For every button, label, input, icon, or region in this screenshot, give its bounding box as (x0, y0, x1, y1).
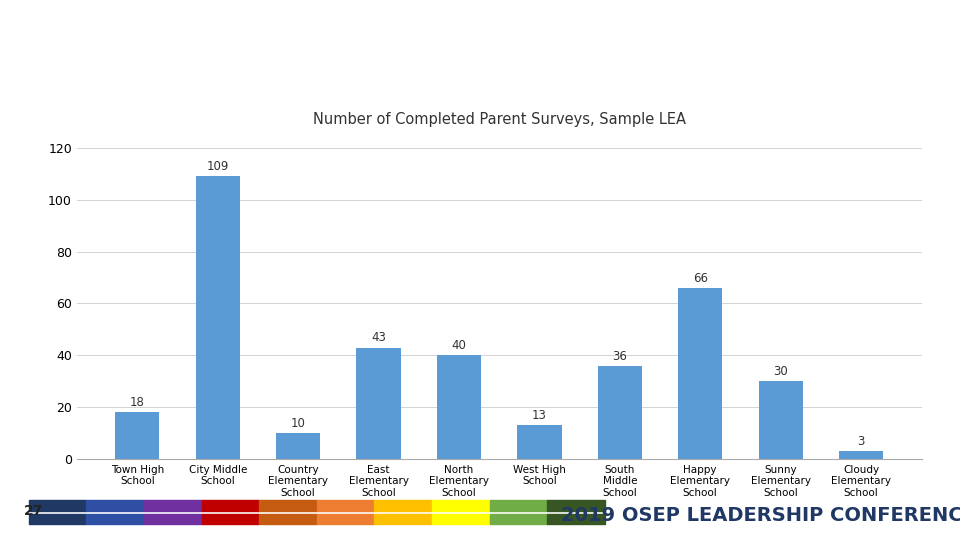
Text: 66: 66 (693, 272, 708, 285)
Text: 3: 3 (857, 435, 865, 448)
Text: 40: 40 (451, 339, 467, 352)
Bar (547, 500, 605, 511)
Bar (374, 500, 432, 511)
Bar (374, 514, 432, 524)
Bar (678, 288, 722, 459)
Bar (86, 514, 144, 524)
Text: 13: 13 (532, 409, 547, 422)
Bar (276, 433, 321, 459)
Bar (547, 514, 605, 524)
Bar (317, 514, 374, 524)
Text: 109: 109 (206, 160, 228, 173)
Text: 18: 18 (130, 396, 145, 409)
Bar (115, 413, 159, 459)
Bar (86, 500, 144, 511)
Bar (432, 514, 490, 524)
Bar (598, 366, 642, 459)
Bar (259, 500, 317, 511)
Text: 30: 30 (774, 365, 788, 378)
Text: 10: 10 (291, 417, 305, 430)
Bar (317, 500, 374, 511)
Bar (432, 500, 490, 511)
Bar (202, 514, 259, 524)
Bar (356, 348, 400, 459)
Bar (259, 514, 317, 524)
Bar (202, 500, 259, 511)
Bar (490, 500, 547, 511)
Text: 27: 27 (24, 504, 43, 518)
Text: 43: 43 (372, 332, 386, 345)
Bar (29, 514, 86, 524)
Bar (839, 451, 883, 459)
Bar (29, 500, 86, 511)
Bar (144, 500, 202, 511)
Bar (490, 514, 547, 524)
Bar (144, 514, 202, 524)
Bar (196, 177, 240, 459)
Title: Number of Completed Parent Surveys, Sample LEA: Number of Completed Parent Surveys, Samp… (313, 112, 685, 127)
Text: Point-in-Time Data: Point-in-Time Data (34, 27, 382, 60)
Bar (517, 426, 562, 459)
Text: 36: 36 (612, 349, 627, 362)
Bar (758, 381, 803, 459)
Bar (437, 355, 481, 459)
Text: 2019 OSEP LEADERSHIP CONFERENCE: 2019 OSEP LEADERSHIP CONFERENCE (561, 506, 960, 525)
